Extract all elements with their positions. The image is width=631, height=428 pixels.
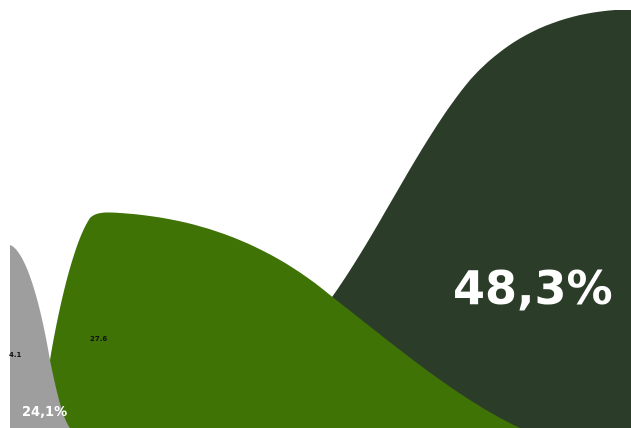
area-green (50, 212, 520, 428)
label-gray-percent: 24,1% (22, 405, 67, 420)
area-gray (10, 245, 70, 428)
label-gray-value: 4.1 (9, 351, 22, 359)
label-green-value: 27.6 (90, 335, 107, 343)
area-dark (330, 10, 631, 428)
label-dark-percent: 48,3% (453, 261, 613, 315)
